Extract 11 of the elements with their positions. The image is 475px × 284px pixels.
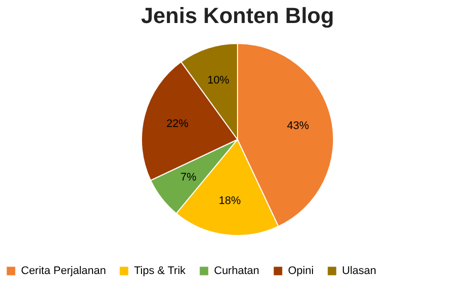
legend-label: Curhatan	[214, 265, 260, 277]
legend-label: Tips & Trik	[134, 265, 186, 277]
data-label: 18%	[218, 195, 241, 208]
data-label: 10%	[207, 74, 230, 87]
data-label: 22%	[166, 118, 189, 130]
legend-label: Cerita Perjalanan	[21, 265, 106, 277]
legend-label: Opini	[288, 265, 314, 277]
legend-label: Ulasan	[342, 265, 376, 277]
data-label: 43%	[286, 120, 310, 132]
chart-title: Jenis Konten Blog	[140, 3, 334, 28]
data-label: 7%	[180, 172, 197, 184]
